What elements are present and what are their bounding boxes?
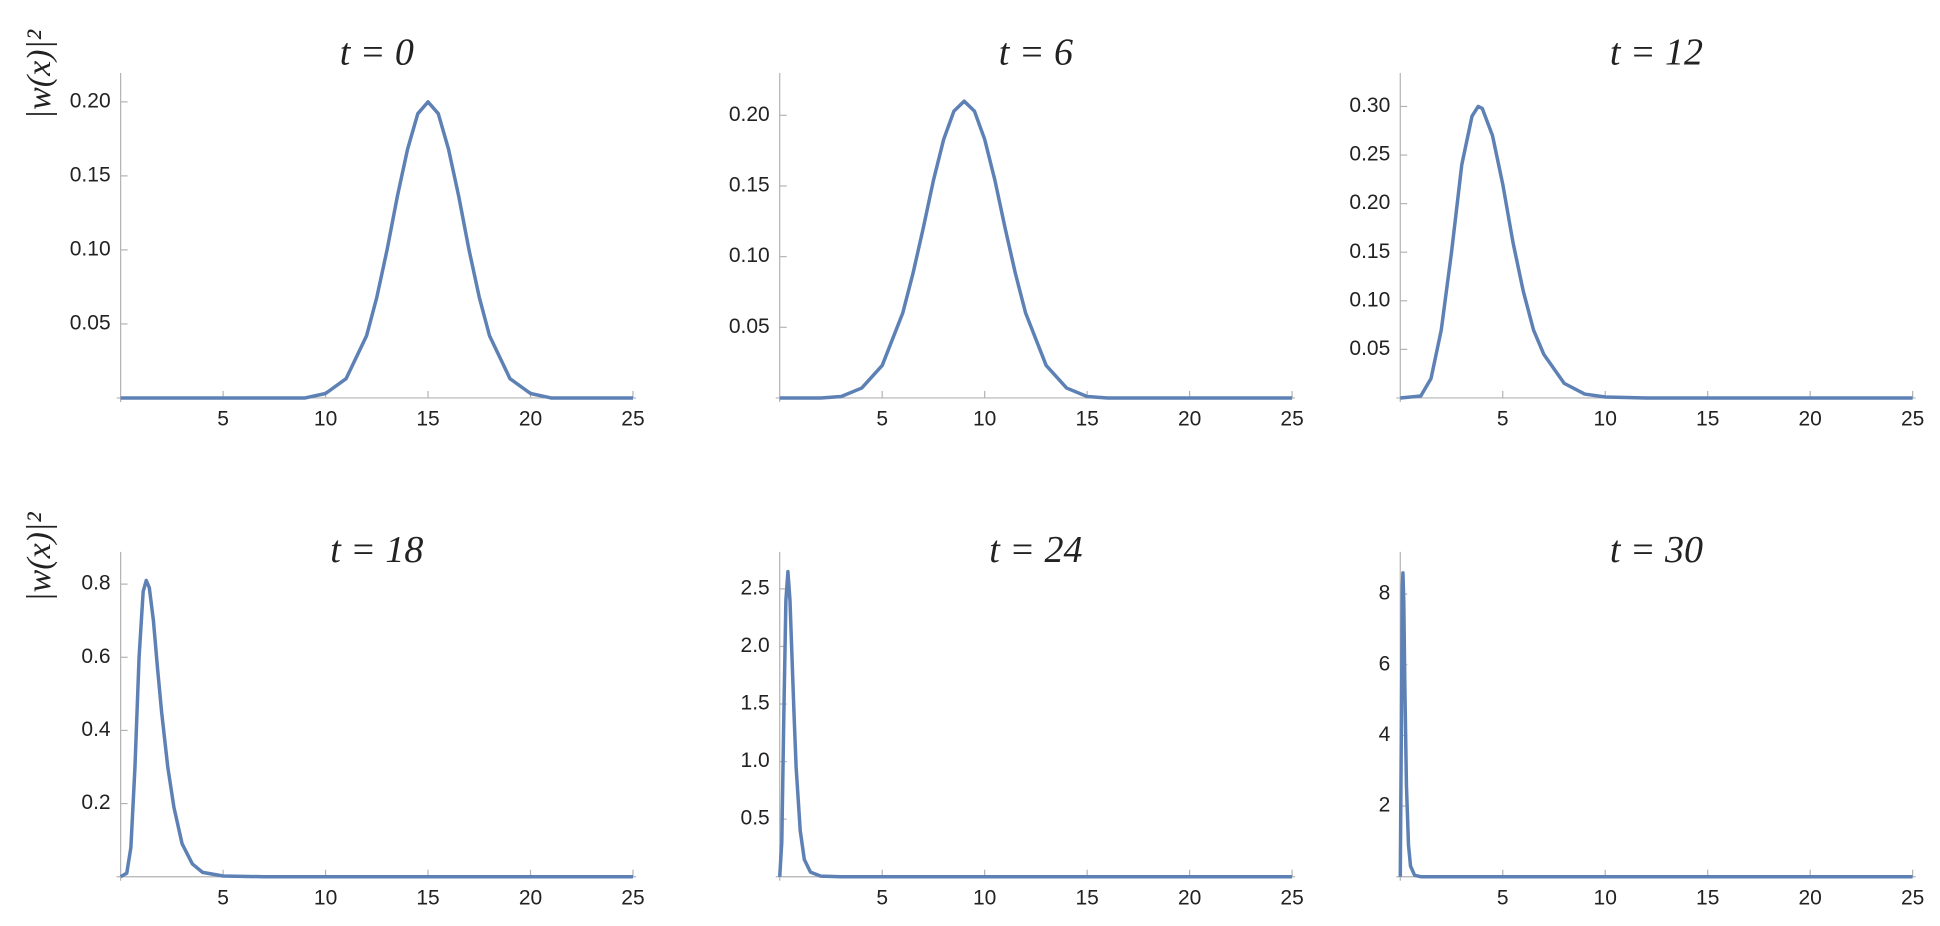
x-tick-label: 20 — [1798, 886, 1821, 909]
curve — [120, 100, 633, 400]
y-tick-label: 0.6 — [81, 645, 110, 668]
y-tick-label: 0.15 — [70, 163, 111, 186]
y-tick-label: 8 — [1379, 582, 1391, 605]
curve — [1400, 104, 1913, 400]
y-tick-label: 0.20 — [70, 89, 111, 112]
y-tick-label: 0.10 — [1349, 288, 1390, 311]
y-tick-label: 0.25 — [1349, 143, 1390, 166]
x-tick-label: 15 — [1696, 886, 1719, 909]
y-tick-label: 0.4 — [81, 718, 111, 741]
x-tick-label: 5 — [876, 886, 888, 909]
y-tick-label: 0.15 — [729, 174, 770, 197]
y-tick-label: 0.05 — [70, 311, 111, 334]
y-tick-label: 0.20 — [729, 103, 770, 126]
y-tick-label: 0.8 — [81, 572, 110, 595]
chart-title: t = 0 — [340, 32, 414, 74]
y-axis-label: |w(x)|² — [21, 512, 58, 602]
x-tick-label: 20 — [1178, 407, 1201, 430]
x-tick-label: 25 — [1280, 886, 1303, 909]
y-tick-label: 2 — [1379, 794, 1391, 817]
chart-title: t = 18 — [330, 529, 423, 571]
x-tick-label: 5 — [1497, 886, 1509, 909]
x-tick-label: 25 — [621, 886, 644, 909]
x-tick-label: 15 — [416, 407, 439, 430]
y-tick-label: 0.05 — [1349, 337, 1390, 360]
y-tick-label: 0.10 — [729, 244, 770, 267]
y-tick-label: 0.05 — [729, 315, 770, 338]
y-tick-label: 2.5 — [741, 576, 770, 599]
y-tick-label: 0.15 — [1349, 240, 1390, 263]
y-tick-label: 0.20 — [1349, 191, 1390, 214]
x-tick-label: 5 — [217, 407, 229, 430]
y-tick-label: 0.30 — [1349, 94, 1390, 117]
curve — [777, 569, 1293, 879]
x-tick-label: 20 — [519, 886, 542, 909]
chart-title: t = 12 — [1610, 32, 1703, 74]
x-tick-label: 5 — [217, 886, 229, 909]
chart-title: t = 24 — [989, 529, 1082, 571]
x-tick-label: 20 — [519, 407, 542, 430]
x-tick-label: 10 — [973, 407, 996, 430]
x-tick-label: 15 — [1075, 407, 1098, 430]
x-tick-label: 10 — [1594, 407, 1617, 430]
x-tick-label: 25 — [1901, 886, 1924, 909]
curve — [779, 99, 1293, 400]
curve — [1398, 571, 1913, 879]
y-tick-label: 1.0 — [741, 749, 770, 772]
y-tick-label: 0.10 — [70, 237, 111, 260]
x-tick-label: 10 — [314, 886, 337, 909]
y-tick-label: 2.0 — [741, 634, 770, 657]
curve — [119, 578, 633, 879]
x-tick-label: 5 — [1497, 407, 1509, 430]
x-tick-label: 15 — [1075, 886, 1098, 909]
y-tick-label: 0.5 — [741, 807, 770, 830]
y-axis-label: |w(x)|² — [21, 29, 58, 119]
y-tick-label: 6 — [1379, 652, 1391, 675]
x-tick-label: 5 — [876, 407, 888, 430]
x-tick-label: 15 — [416, 886, 439, 909]
x-tick-label: 10 — [1594, 886, 1617, 909]
chart-title: t = 30 — [1610, 529, 1703, 571]
x-tick-label: 25 — [621, 407, 644, 430]
x-tick-label: 15 — [1696, 407, 1719, 430]
y-tick-label: 4 — [1379, 723, 1391, 746]
x-tick-label: 25 — [1280, 407, 1303, 430]
x-tick-label: 20 — [1178, 886, 1201, 909]
y-tick-label: 1.5 — [741, 692, 770, 715]
x-tick-label: 20 — [1798, 407, 1821, 430]
chart-title: t = 6 — [999, 32, 1073, 74]
x-tick-label: 10 — [973, 886, 996, 909]
x-tick-label: 25 — [1901, 407, 1924, 430]
x-tick-label: 10 — [314, 407, 337, 430]
y-tick-label: 0.2 — [81, 791, 110, 814]
